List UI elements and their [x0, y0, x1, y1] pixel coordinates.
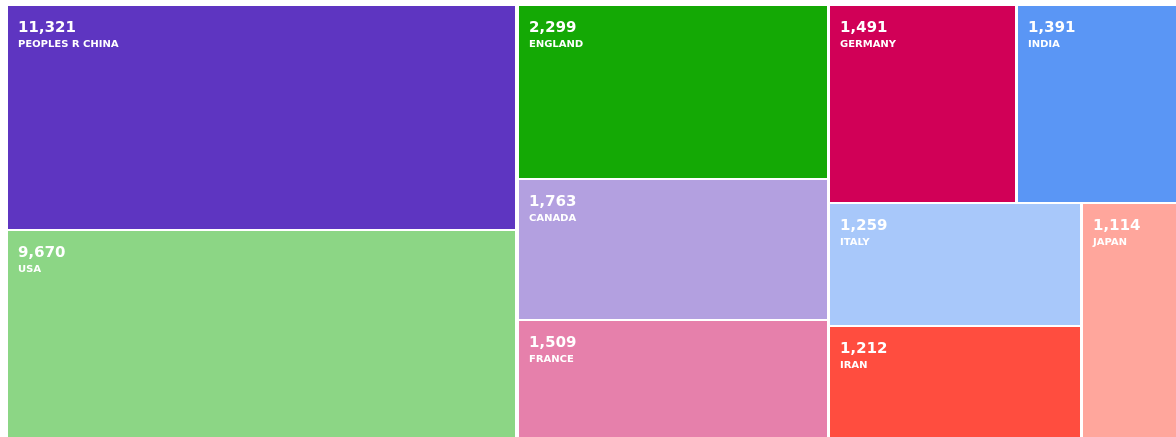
tile-value: 11,321: [18, 18, 76, 36]
tile: [519, 180, 827, 319]
tile-value: 1,259: [840, 216, 887, 234]
tile-label: GERMANY: [840, 39, 897, 50]
tile-value: 1,509: [529, 333, 576, 351]
tile-label: PEOPLES R CHINA: [18, 39, 119, 50]
tile-label: IRAN: [840, 360, 868, 371]
tile-value: 1,763: [529, 192, 576, 210]
tile: [519, 321, 827, 437]
tile-value: 1,391: [1028, 18, 1075, 36]
tile-label: INDIA: [1028, 39, 1060, 50]
tile: [519, 6, 827, 178]
tile-value: 2,299: [529, 18, 576, 36]
tile-value: 1,491: [840, 18, 887, 36]
tile: [830, 204, 1080, 325]
tile-label: JAPAN: [1092, 237, 1127, 248]
tile-label: CANADA: [529, 213, 576, 224]
tile-value: 1,114: [1093, 216, 1140, 234]
tile-label: ENGLAND: [529, 39, 583, 50]
tile: [830, 327, 1080, 437]
tile-label: ITALY: [840, 237, 870, 248]
tile-label: FRANCE: [529, 354, 574, 365]
tile: [830, 6, 1015, 202]
tile-label: USA: [18, 264, 41, 275]
tile: [8, 6, 515, 229]
tile: [1018, 6, 1176, 202]
tile-value: 1,212: [840, 339, 887, 357]
tile: [8, 231, 515, 437]
tile: [1083, 204, 1176, 437]
tile-value: 9,670: [18, 243, 65, 261]
